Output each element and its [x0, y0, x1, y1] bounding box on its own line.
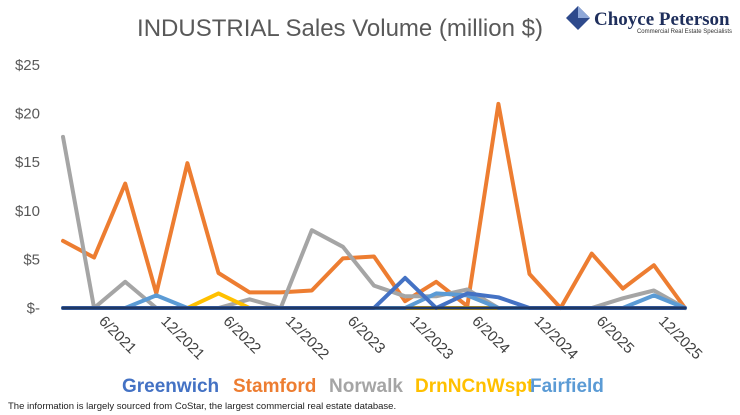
series-line-norwalk	[61, 134, 687, 310]
logo-tagline: Commercial Real Estate Specialists	[637, 29, 732, 35]
x-tick-label: 12/2025	[655, 313, 705, 363]
logo-diamond-highlight-icon	[578, 6, 590, 18]
chart-title: INDUSTRIAL Sales Volume (million $)	[137, 15, 543, 42]
y-tick-label: $20	[15, 106, 40, 123]
x-tick-label: 12/2023	[406, 313, 456, 363]
x-tick-label: 6/2023	[344, 313, 388, 357]
y-tick-label: $15	[15, 154, 40, 171]
x-tick-label: 6/2024	[468, 313, 512, 357]
y-tick-label: $10	[15, 203, 40, 220]
logo-name: Choyce Peterson	[594, 9, 730, 30]
y-tick-label: $25	[15, 57, 40, 74]
x-tick-label: 12/2021	[157, 313, 207, 363]
legend-item-drnncnwspt: DrnNCnWspt	[415, 376, 534, 397]
y-axis: $25 $20 $15 $10 $5 $-	[15, 57, 40, 317]
x-tick-label: 12/2022	[282, 313, 332, 363]
x-tick-label: 6/2025	[593, 313, 637, 357]
legend-item-greenwich: Greenwich	[122, 376, 219, 397]
x-axis: 6/2021 12/2021 6/2022 12/2022 6/2023 12/2023 6…	[95, 313, 705, 363]
plot-area	[61, 101, 687, 310]
company-logo: Choyce Peterson Commercial Real Estate S…	[566, 6, 732, 35]
y-tick-label: $5	[23, 251, 40, 268]
footnote: The information is largely sourced from …	[8, 401, 396, 412]
legend-item-fairfield: Fairfield	[530, 376, 604, 397]
legend-item-norwalk: Norwalk	[329, 376, 403, 397]
series-line-stamford	[61, 101, 687, 310]
x-tick-label: 12/2024	[531, 313, 581, 363]
x-tick-label: 6/2021	[95, 313, 139, 357]
y-tick-label: $-	[27, 300, 40, 317]
x-tick-label: 6/2022	[220, 313, 264, 357]
legend-item-stamford: Stamford	[233, 376, 316, 397]
legend: Greenwich Stamford Norwalk DrnNCnWsptFairfi…	[122, 376, 604, 397]
